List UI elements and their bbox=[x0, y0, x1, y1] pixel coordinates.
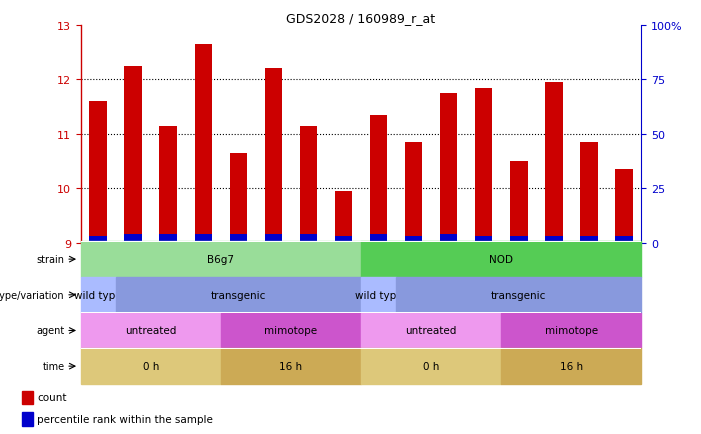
Bar bbox=[22, 412, 33, 426]
Bar bbox=[265, 234, 283, 243]
Bar bbox=[230, 234, 247, 243]
Bar bbox=[335, 191, 353, 243]
Text: 16 h: 16 h bbox=[280, 362, 302, 371]
Text: wild type: wild type bbox=[355, 290, 402, 300]
Text: untreated: untreated bbox=[125, 326, 177, 335]
Text: mimotope: mimotope bbox=[545, 326, 598, 335]
Text: 0 h: 0 h bbox=[423, 362, 440, 371]
Text: 16 h: 16 h bbox=[560, 362, 583, 371]
Bar bbox=[440, 94, 458, 243]
Text: NOD: NOD bbox=[489, 255, 513, 264]
Bar bbox=[160, 126, 177, 243]
Bar bbox=[545, 237, 562, 243]
Title: GDS2028 / 160989_r_at: GDS2028 / 160989_r_at bbox=[287, 12, 435, 25]
Bar bbox=[580, 237, 598, 243]
Bar bbox=[370, 115, 387, 243]
Bar bbox=[90, 237, 107, 243]
Bar bbox=[440, 234, 458, 243]
Text: mimotope: mimotope bbox=[264, 326, 318, 335]
Text: B6g7: B6g7 bbox=[207, 255, 234, 264]
Bar bbox=[405, 237, 423, 243]
Text: untreated: untreated bbox=[405, 326, 457, 335]
Bar bbox=[615, 237, 633, 243]
Bar bbox=[195, 234, 212, 243]
Bar bbox=[475, 89, 492, 243]
Bar bbox=[300, 234, 317, 243]
Bar bbox=[22, 391, 33, 404]
Bar bbox=[580, 143, 598, 243]
Text: percentile rank within the sample: percentile rank within the sample bbox=[37, 414, 213, 424]
Text: transgenic: transgenic bbox=[491, 290, 546, 300]
Bar bbox=[335, 237, 353, 243]
Bar bbox=[510, 237, 528, 243]
Text: time: time bbox=[42, 362, 64, 371]
Bar bbox=[230, 154, 247, 243]
Bar bbox=[125, 234, 142, 243]
Text: 0 h: 0 h bbox=[142, 362, 159, 371]
Text: wild type: wild type bbox=[74, 290, 122, 300]
Text: transgenic: transgenic bbox=[211, 290, 266, 300]
Bar bbox=[370, 234, 387, 243]
Bar bbox=[615, 170, 633, 243]
Bar bbox=[405, 143, 423, 243]
Bar bbox=[510, 161, 528, 243]
Bar bbox=[195, 45, 212, 243]
Bar bbox=[475, 237, 492, 243]
Bar bbox=[125, 67, 142, 243]
Text: strain: strain bbox=[36, 255, 64, 264]
Bar bbox=[160, 234, 177, 243]
Bar bbox=[300, 126, 317, 243]
Bar bbox=[265, 68, 283, 243]
Text: agent: agent bbox=[36, 326, 64, 335]
Bar bbox=[90, 102, 107, 243]
Text: count: count bbox=[37, 393, 67, 402]
Bar bbox=[545, 83, 562, 243]
Text: genotype/variation: genotype/variation bbox=[0, 290, 64, 300]
